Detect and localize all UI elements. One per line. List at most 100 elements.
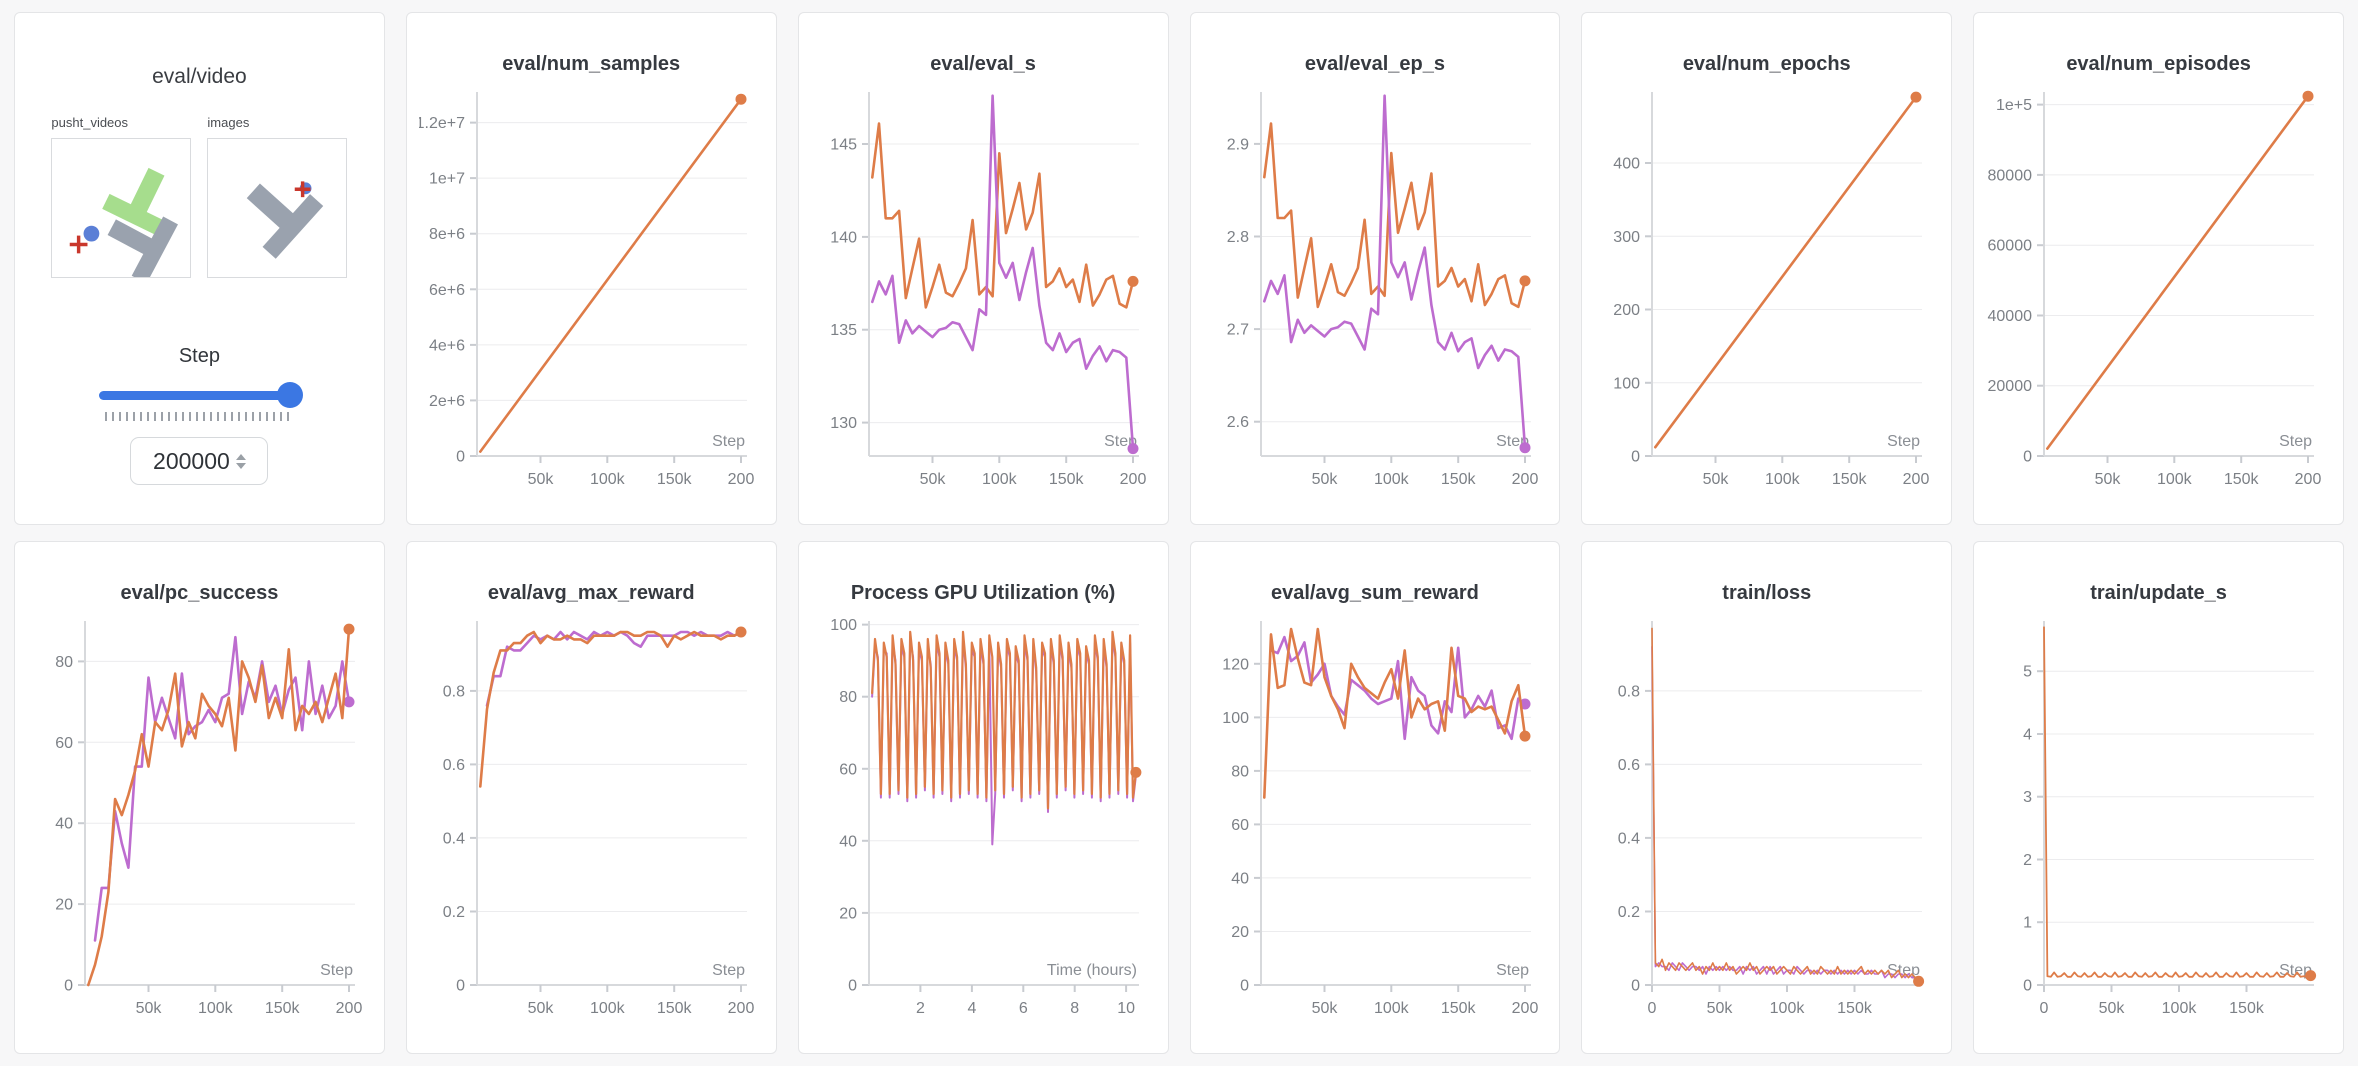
series-run-orange: [478, 630, 743, 788]
y-tick-label: 1: [2023, 915, 2032, 932]
x-tick-label: 150k: [1832, 471, 1868, 488]
series-run-orange: [1262, 122, 1526, 309]
y-tick-label: 8e+6: [429, 226, 465, 243]
chart-title: eval/eval_s: [930, 53, 1036, 75]
x-axis-title: Time (hours): [1047, 962, 1137, 979]
x-axis-title: Step: [320, 962, 353, 979]
y-tick-label: 135: [830, 322, 857, 339]
chart-panel-num_epochs: eval/num_epochs 0 100 200 300 400 50k 100k 150k 2…: [1581, 12, 1953, 525]
y-tick-label: 80: [1231, 763, 1249, 780]
chart-title: eval/num_epochs: [1682, 53, 1851, 75]
step-increment-icon[interactable]: [235, 453, 246, 460]
series-run-orange-end-dot: [1519, 275, 1530, 287]
y-tick-label: 6e+6: [429, 282, 465, 299]
x-axis-title: Step: [2279, 433, 2312, 450]
chart-panel-num_samples: eval/num_samples 0 2e+6 4e+6 6e+6 8e+6 1e+7 1.2…: [405, 12, 777, 525]
y-tick-label: 20000: [1988, 378, 2033, 395]
chart-canvas[interactable]: 0 20 40 60 80 100 120 50k 100k 150k 200 Step: [1203, 613, 1547, 1031]
x-axis-title: Step: [2279, 962, 2312, 979]
x-tick-label: 0: [1648, 1000, 1657, 1017]
chart-canvas[interactable]: 0 100 200 300 400 50k 100k 150k 200 Step: [1594, 84, 1938, 502]
y-tick-label: 60: [839, 761, 857, 778]
x-axis-title: Step: [712, 962, 745, 979]
chart-canvas[interactable]: 0 20000 40000 60000 80000 1e+5 50k 100k 150k 200 S…: [1986, 84, 2330, 502]
y-tick-label: 0: [1240, 978, 1249, 995]
green-t-shape: [102, 167, 169, 238]
series-run-orange: [86, 627, 351, 987]
series-run-orange-end-dot: [1127, 275, 1139, 287]
x-tick-label: 50k: [527, 471, 554, 488]
y-tick-label: 2.8: [1226, 229, 1248, 246]
chart-panel-gpu: Process GPU Utilization (%) 0 20 40 60 80 100 2…: [797, 541, 1169, 1054]
series-run-orange: [2046, 94, 2310, 450]
y-tick-label: 60000: [1988, 238, 2033, 255]
x-tick-label: 50k: [1707, 1000, 1734, 1017]
x-tick-label: 6: [1019, 1000, 1028, 1017]
series-run-purple: [1269, 635, 1526, 741]
chart-title: train/update_s: [2090, 582, 2227, 604]
x-tick-label: 0: [2040, 1000, 2049, 1017]
x-tick-label: 100k: [1770, 1000, 1806, 1017]
x-tick-label: 100k: [2162, 1000, 2198, 1017]
y-tick-label: 0.4: [1618, 830, 1640, 847]
x-tick-label: 200: [336, 1000, 363, 1017]
series-run-orange-end-dot: [1519, 730, 1530, 742]
y-tick-label: 20: [839, 905, 857, 922]
step-value[interactable]: 200000: [153, 447, 230, 474]
x-tick-label: 100k: [1373, 1000, 1409, 1017]
series-run-orange-end-dot: [2302, 90, 2314, 102]
gray-t-shape: [247, 183, 324, 259]
x-tick-label: 50k: [919, 471, 946, 488]
chart-canvas[interactable]: 0 1 2 3 4 5 0 50k 100k 150k Step: [1986, 613, 2330, 1031]
x-tick-label: 100k: [590, 1000, 626, 1017]
step-decrement-icon[interactable]: [235, 462, 246, 469]
pusht-video-thumbnail[interactable]: [51, 138, 192, 284]
x-tick-label: 4: [967, 1000, 976, 1017]
media-row: pusht_videos image: [27, 115, 372, 284]
y-tick-label: 0.2: [1618, 904, 1640, 921]
chart-canvas[interactable]: 0 0.2 0.4 0.6 0.8 50k 100k 150k 200 Step: [419, 613, 763, 1031]
media-pusht-videos: pusht_videos: [51, 115, 192, 284]
x-tick-label: 150k: [2229, 1000, 2265, 1017]
media-images: images: [207, 115, 348, 283]
step-value-input[interactable]: 200000: [130, 437, 269, 485]
y-tick-label: 0: [2023, 449, 2032, 466]
chart-canvas[interactable]: 0 2e+6 4e+6 6e+6 8e+6 1e+7 1.2e+7 50k 100k 150k 20…: [415, 84, 763, 502]
series-run-orange: [1651, 627, 1920, 983]
y-tick-label: 0: [1631, 978, 1640, 995]
x-tick-label: 150k: [1049, 471, 1085, 488]
chart-title: eval/num_episodes: [2066, 53, 2251, 75]
y-tick-label: 0.4: [443, 830, 465, 847]
chart-canvas[interactable]: 0 20 40 60 80 50k 100k 150k 200 Step: [27, 613, 371, 1031]
series-run-purple: [1651, 645, 1920, 979]
y-tick-label: 130: [830, 415, 857, 432]
series-run-orange-end-dot: [735, 626, 747, 638]
x-tick-label: 100k: [590, 471, 626, 488]
chart-panel-train_loss: train/loss 0 0.2 0.4 0.6 0.8 0 50k 100k 150k Step: [1581, 541, 1953, 1054]
y-tick-label: 140: [830, 229, 857, 246]
slider-thumb[interactable]: [277, 382, 304, 408]
y-tick-label: 200: [1614, 302, 1641, 319]
x-tick-label: 10: [1117, 1000, 1135, 1017]
chart-title: Process GPU Utilization (%): [850, 582, 1116, 604]
series-run-orange-end-dot: [1913, 975, 1925, 987]
slider-track[interactable]: [99, 391, 300, 400]
y-tick-label: 100: [1222, 710, 1249, 727]
x-tick-label: 200: [1511, 471, 1538, 488]
chart-panel-eval_ep_s: eval/eval_ep_s 2.6 2.7 2.8 2.9 50k 100k 150k 200…: [1189, 12, 1561, 525]
y-tick-label: 0.6: [1618, 757, 1640, 774]
y-tick-label: 0: [2023, 978, 2032, 995]
y-tick-label: 2: [2023, 852, 2032, 869]
images-thumbnail[interactable]: [207, 138, 348, 278]
series-run-purple: [870, 638, 1137, 846]
x-tick-label: 100k: [198, 1000, 234, 1017]
step-slider[interactable]: [99, 382, 304, 408]
target-cross-icon: [295, 181, 311, 198]
y-tick-label: 4: [2023, 727, 2032, 744]
chart-title: eval/eval_ep_s: [1304, 53, 1445, 75]
y-tick-label: 1e+5: [1996, 97, 2032, 114]
chart-canvas[interactable]: 0 20 40 60 80 100 2 4 6 8 10 Time (hours): [811, 613, 1155, 1031]
